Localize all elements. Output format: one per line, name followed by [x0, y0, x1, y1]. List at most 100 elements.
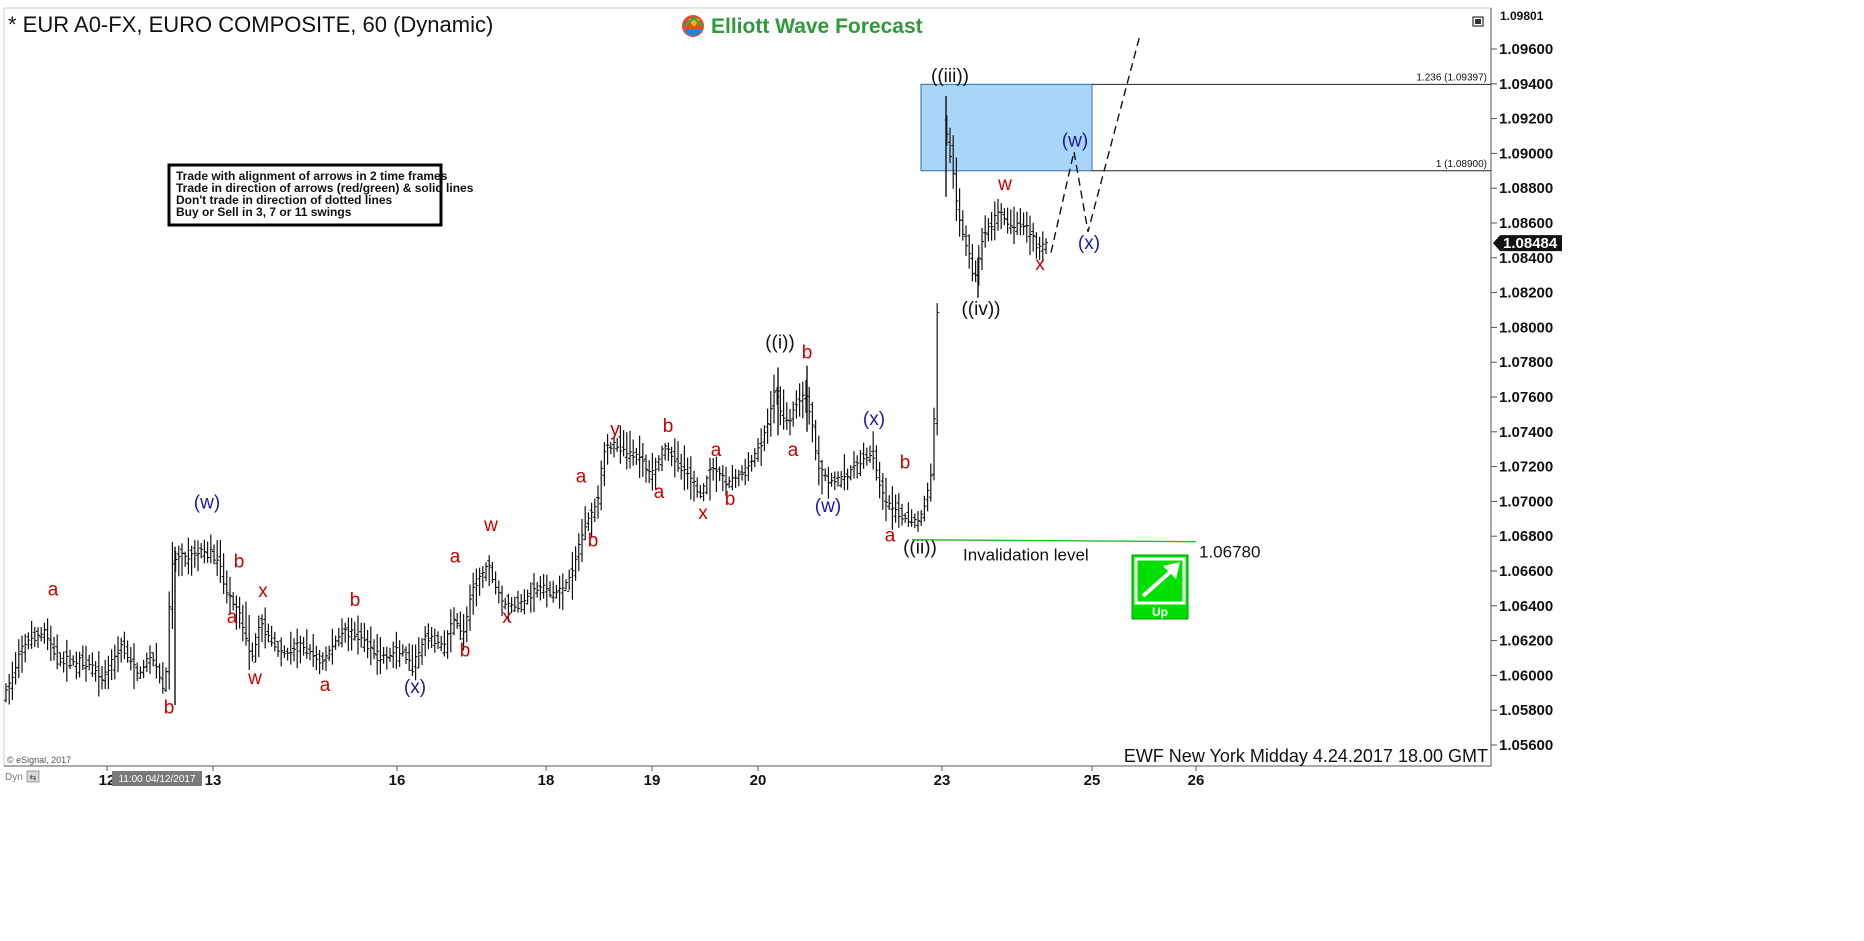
ohlc-bar — [314, 645, 319, 671]
ohlc-bar — [743, 458, 748, 486]
ohlc-bar — [660, 445, 664, 472]
ohlc-bar — [196, 540, 200, 572]
ohlc-bar — [554, 584, 559, 599]
ohlc-bar — [116, 636, 120, 673]
ohlc-bar — [416, 637, 421, 669]
ohlc-bar — [628, 430, 632, 469]
ohlc-bar — [1021, 212, 1026, 236]
projection-path — [1050, 34, 1141, 253]
y-tick-label: 1.07000 — [1499, 493, 1553, 510]
invalidation-line — [911, 539, 1197, 543]
ohlc-bar — [544, 574, 549, 608]
ohlc-bar — [1040, 231, 1045, 263]
ohlc-bar — [916, 511, 920, 532]
ohlc-bar — [260, 614, 264, 642]
ohlc-bar — [586, 512, 591, 532]
ohlc-bar — [624, 432, 629, 470]
ohlc-bar — [135, 662, 140, 682]
ohlc-bar — [756, 438, 760, 462]
ohlc-bar — [999, 203, 1004, 230]
ohlc-bar — [663, 442, 668, 461]
ohlc-bar — [676, 441, 680, 472]
ohlc-bar — [477, 567, 482, 596]
ohlc-bar — [762, 425, 767, 452]
dyn-toggle-icon: ⇆ — [30, 773, 37, 782]
ohlc-bar — [346, 617, 351, 652]
ohlc-bar — [570, 552, 575, 600]
ohlc-bar — [948, 127, 952, 164]
chart-title: * EUR A0-FX, EURO COMPOSITE, 60 (Dynamic… — [8, 12, 493, 37]
ohlc-bar — [656, 455, 661, 472]
ohlc-bar — [93, 661, 98, 682]
ohlc-bar — [727, 476, 732, 489]
ohlc-bar — [551, 580, 556, 603]
y-tick-label: 1.07400 — [1499, 424, 1553, 441]
ohlc-bar — [458, 611, 463, 640]
window-restore-icon[interactable] — [1472, 16, 1484, 27]
invalidation-value: 1.06780 — [1199, 543, 1260, 562]
ohlc-bar — [16, 639, 21, 679]
ohlc-bar — [208, 534, 213, 564]
ohlc-bar — [580, 518, 584, 563]
wave-label: w — [483, 515, 498, 536]
wave-label: w — [247, 668, 262, 689]
ohlc-bar — [842, 454, 847, 491]
cursor-date: 11:00 04/12/2017 — [118, 774, 196, 785]
ohlc-bar — [768, 391, 773, 437]
ohlc-bar — [167, 591, 172, 690]
y-tick-label: 1.08000 — [1499, 319, 1553, 336]
dyn-toggle-button[interactable] — [26, 770, 40, 783]
wave-label: (w) — [194, 492, 220, 513]
ohlc-bar — [836, 471, 840, 487]
ohlc-bar — [852, 451, 856, 479]
ohlc-bar — [528, 582, 533, 613]
ohlc-bar — [538, 576, 543, 601]
x-tick-label: 13 — [205, 772, 222, 789]
ohlc-bar — [602, 442, 607, 487]
ohlc-bar — [324, 646, 328, 672]
ohlc-bar — [119, 637, 124, 663]
ohlc-bar — [890, 486, 895, 530]
x-tick-label: 16 — [389, 772, 406, 789]
ohlc-bar — [503, 597, 508, 610]
ohlc-bar — [813, 419, 818, 461]
ohlc-bar — [480, 566, 485, 588]
ohlc-bar — [1024, 211, 1029, 243]
ohlc-bar — [125, 640, 130, 663]
ohlc-bar — [704, 475, 709, 495]
ohlc-bar — [487, 555, 492, 587]
ohlc-bar — [400, 644, 405, 657]
ohlc-bar — [413, 644, 418, 681]
ohlc-bar — [989, 211, 994, 241]
ohlc-bar — [266, 623, 271, 643]
ohlc-bar — [788, 408, 792, 436]
ohlc-bar — [157, 663, 162, 684]
ohlc-bar — [410, 644, 415, 676]
ohlc-bar — [784, 402, 789, 430]
ohlc-bar — [122, 631, 127, 660]
y-tick-label: 1.06000 — [1499, 667, 1553, 684]
wave-label: b — [900, 452, 911, 473]
ohlc-bar — [455, 612, 460, 629]
ohlc-bar — [263, 607, 268, 649]
ohlc-bar — [20, 635, 24, 673]
wave-label: (w) — [815, 496, 841, 517]
ohlc-bar — [903, 513, 908, 523]
wave-label: ((ii)) — [903, 538, 937, 559]
ohlc-bar — [567, 569, 572, 592]
ohlc-bar — [468, 584, 472, 631]
y-tick-label: 1.06400 — [1499, 598, 1553, 615]
ohlc-bar — [349, 618, 354, 651]
x-tick-label: 25 — [1084, 772, 1101, 789]
ohlc-bar — [874, 445, 879, 481]
ohlc-bar — [144, 652, 149, 672]
signal-label: Up — [1152, 605, 1168, 619]
ohlc-bar — [541, 574, 546, 599]
ohlc-bar — [951, 135, 956, 189]
ohlc-bar — [80, 645, 85, 671]
ohlc-bar — [228, 576, 232, 615]
ohlc-bar — [429, 627, 434, 649]
ohlc-bar — [1037, 236, 1042, 260]
ohlc-bar — [749, 454, 754, 472]
ohlc-bar — [29, 620, 34, 649]
